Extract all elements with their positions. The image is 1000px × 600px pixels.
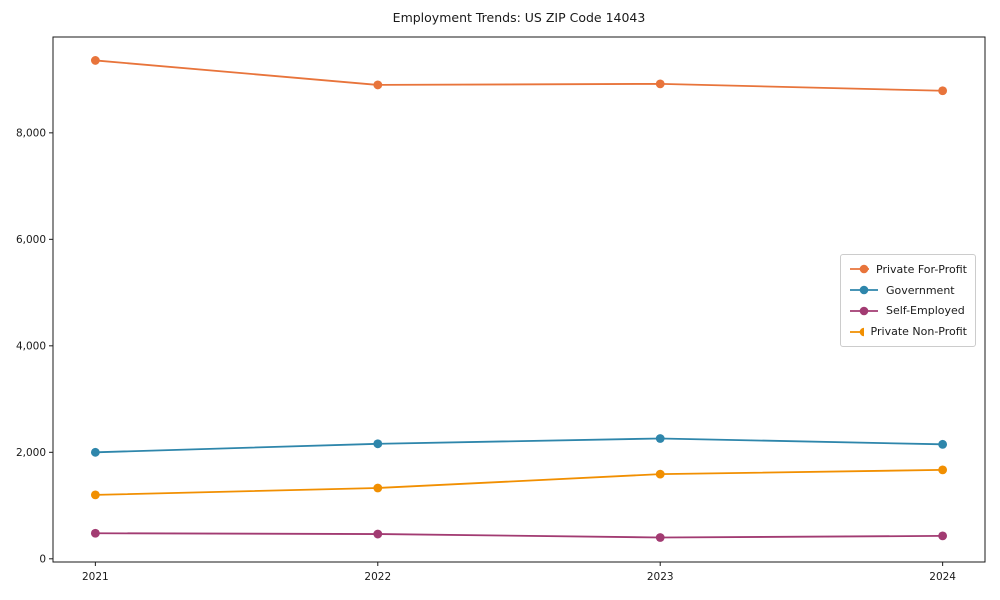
y-tick-label: 6,000 xyxy=(16,234,46,246)
legend-marker-icon xyxy=(850,327,864,336)
series-line xyxy=(94,532,944,539)
y-tick-label: 8,000 xyxy=(16,127,46,139)
series-line xyxy=(94,59,944,92)
legend-item: Self-Employed xyxy=(849,301,967,322)
x-tick-label: 2024 xyxy=(929,571,956,583)
data-point-marker xyxy=(90,56,100,65)
data-point-marker xyxy=(655,79,665,89)
legend-label: Government xyxy=(886,283,955,297)
series-line xyxy=(94,468,944,496)
x-tick-label: 2023 xyxy=(647,571,674,583)
legend-item: Private For-Profit xyxy=(849,259,967,280)
data-point-marker xyxy=(938,439,948,449)
legend-item: Private Non-Profit xyxy=(849,321,967,342)
data-point-marker xyxy=(90,528,100,538)
y-tick-label: 4,000 xyxy=(16,340,46,352)
axes-spines xyxy=(52,36,986,563)
data-point-marker xyxy=(938,531,948,541)
y-tick-label: 2,000 xyxy=(16,447,46,459)
data-point-marker xyxy=(655,533,665,542)
data-point-marker xyxy=(373,529,383,539)
data-point-marker xyxy=(373,483,383,493)
data-point-marker xyxy=(655,469,665,479)
data-point-marker xyxy=(90,490,100,500)
legend-marker-icon xyxy=(850,265,869,274)
legend: Private For-Profit Government Self-Employe… xyxy=(840,254,976,347)
data-point-marker xyxy=(373,80,383,90)
legend-label: Private Non-Profit xyxy=(870,325,967,339)
data-point-marker xyxy=(655,434,665,443)
legend-marker-icon xyxy=(850,306,878,316)
legend-label: Private For-Profit xyxy=(876,262,967,276)
legend-marker-icon xyxy=(850,285,878,295)
series-line xyxy=(94,437,944,454)
data-point-marker xyxy=(938,86,948,96)
data-point-marker xyxy=(373,439,383,449)
y-tick-label: 0 xyxy=(39,553,46,565)
chart-title: Employment Trends: US ZIP Code 14043 xyxy=(392,10,646,25)
data-point-marker xyxy=(938,465,948,475)
x-tick-label: 2021 xyxy=(82,571,109,583)
x-tick-label: 2022 xyxy=(364,571,391,583)
legend-item: Government xyxy=(849,280,967,301)
legend-label: Self-Employed xyxy=(886,304,965,318)
data-point-marker xyxy=(90,447,100,457)
